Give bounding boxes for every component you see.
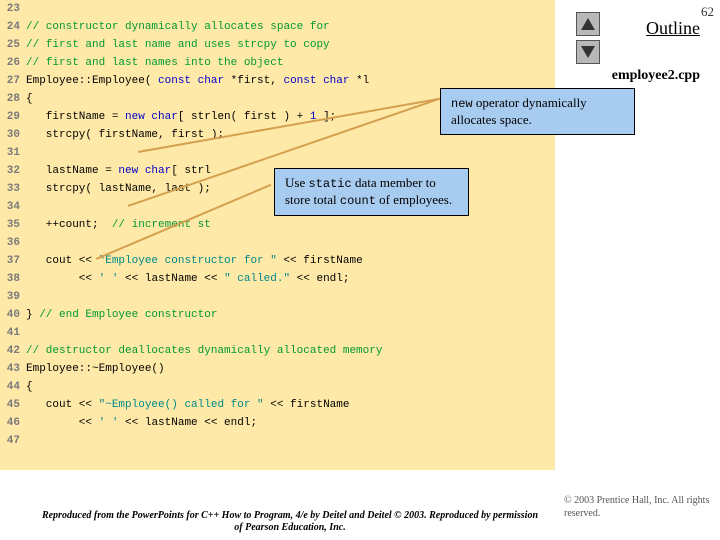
line-number: 44 — [0, 378, 26, 396]
line-number: 36 — [0, 234, 26, 252]
code-text: // first and last name and uses strcpy t… — [26, 36, 555, 54]
callout-code: new — [451, 97, 473, 111]
code-line: 41 — [0, 324, 555, 342]
line-number: 33 — [0, 180, 26, 198]
nav-down-button[interactable] — [576, 40, 600, 64]
code-text — [26, 324, 555, 342]
callout-new-operator: new operator dynamically allocates space… — [440, 88, 635, 135]
code-text: << ' ' << lastName << " called." << endl… — [26, 270, 555, 288]
line-number: 34 — [0, 198, 26, 216]
code-line: 36 — [0, 234, 555, 252]
code-text: } // end Employee constructor — [26, 306, 555, 324]
code-text — [26, 144, 555, 162]
line-number: 23 — [0, 0, 26, 18]
code-text: << ' ' << lastName << endl; — [26, 414, 555, 432]
code-line: 44{ — [0, 378, 555, 396]
line-number: 39 — [0, 288, 26, 306]
code-text: // first and last names into the object — [26, 54, 555, 72]
code-area: 2324// constructor dynamically allocates… — [0, 0, 555, 470]
code-line: 37 cout << "Employee constructor for " <… — [0, 252, 555, 270]
outline-title: Outline — [646, 18, 700, 39]
line-number: 38 — [0, 270, 26, 288]
line-number: 40 — [0, 306, 26, 324]
line-number: 30 — [0, 126, 26, 144]
page-number: 62 — [701, 4, 714, 20]
code-line: 46 << ' ' << lastName << endl; — [0, 414, 555, 432]
code-text: ++count; // increment st — [26, 216, 555, 234]
footer-attribution: Reproduced from the PowerPoints for C++ … — [40, 510, 540, 534]
code-line: 24// constructor dynamically allocates s… — [0, 18, 555, 36]
code-line: 39 — [0, 288, 555, 306]
line-number: 25 — [0, 36, 26, 54]
callout-static-count: Use static data member to store total co… — [274, 168, 469, 216]
line-number: 29 — [0, 108, 26, 126]
code-text: { — [26, 378, 555, 396]
code-text — [26, 0, 555, 18]
line-number: 42 — [0, 342, 26, 360]
code-text — [26, 432, 555, 450]
line-number: 47 — [0, 432, 26, 450]
callout-code: static — [308, 177, 351, 191]
code-text — [26, 288, 555, 306]
code-line: 35 ++count; // increment st — [0, 216, 555, 234]
callout-text: Use — [285, 175, 308, 190]
code-text: // destructor deallocates dynamically al… — [26, 342, 555, 360]
line-number: 37 — [0, 252, 26, 270]
code-line: 40} // end Employee constructor — [0, 306, 555, 324]
callout-code: count — [340, 194, 376, 208]
line-number: 27 — [0, 72, 26, 90]
code-line: 47 — [0, 432, 555, 450]
code-line: 38 << ' ' << lastName << " called." << e… — [0, 270, 555, 288]
code-line: 42// destructor deallocates dynamically … — [0, 342, 555, 360]
nav-up-button[interactable] — [576, 12, 600, 36]
code-line: 25// first and last name and uses strcpy… — [0, 36, 555, 54]
line-number: 46 — [0, 414, 26, 432]
code-line: 43Employee::~Employee() — [0, 360, 555, 378]
line-number: 35 — [0, 216, 26, 234]
callout-text: of employees. — [376, 192, 452, 207]
line-number: 43 — [0, 360, 26, 378]
line-number: 45 — [0, 396, 26, 414]
line-number: 24 — [0, 18, 26, 36]
chevron-up-icon — [581, 18, 595, 30]
chevron-down-icon — [581, 46, 595, 58]
line-number: 31 — [0, 144, 26, 162]
code-text: Employee::~Employee() — [26, 360, 555, 378]
code-text — [26, 234, 555, 252]
copyright-text: © 2003 Prentice Hall, Inc. All rights re… — [564, 494, 714, 520]
filename-label: employee2.cpp — [612, 68, 700, 84]
line-number: 26 — [0, 54, 26, 72]
code-line: 45 cout << "~Employee() called for " << … — [0, 396, 555, 414]
line-number: 32 — [0, 162, 26, 180]
code-line: 26// first and last names into the objec… — [0, 54, 555, 72]
line-number: 28 — [0, 90, 26, 108]
code-line: 23 — [0, 0, 555, 18]
code-text: // constructor dynamically allocates spa… — [26, 18, 555, 36]
code-text: cout << "~Employee() called for " << fir… — [26, 396, 555, 414]
line-number: 41 — [0, 324, 26, 342]
